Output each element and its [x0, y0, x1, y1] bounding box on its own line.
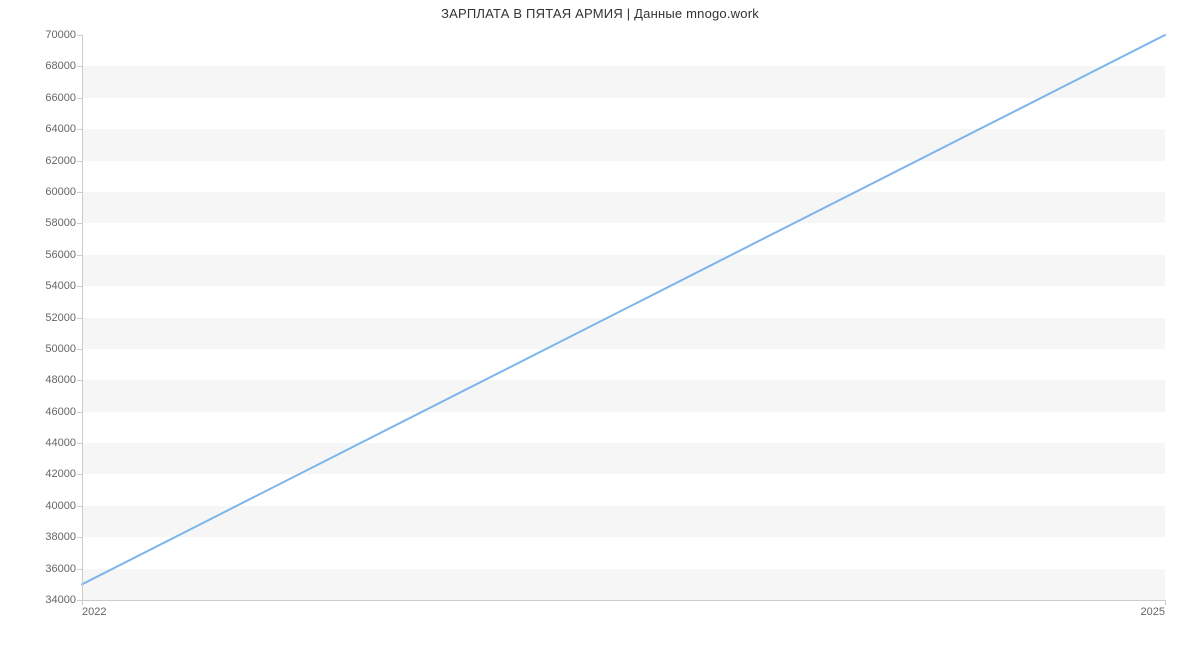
y-axis-tick-label: 64000	[45, 123, 76, 135]
chart-plot-area: 3400036000380004000042000440004600048000…	[82, 35, 1165, 600]
y-axis-tick-label: 58000	[45, 217, 76, 229]
y-axis-tick-label: 62000	[45, 155, 76, 167]
y-axis-tick-label: 68000	[45, 60, 76, 72]
y-axis-tick-label: 52000	[45, 312, 76, 324]
y-axis-tick-label: 60000	[45, 186, 76, 198]
y-axis-tick-label: 70000	[45, 29, 76, 41]
y-axis-tick-label: 44000	[45, 437, 76, 449]
y-axis-tick-label: 42000	[45, 468, 76, 480]
y-axis-tick-label: 38000	[45, 531, 76, 543]
chart-container: ЗАРПЛАТА В ПЯТАЯ АРМИЯ | Данные mnogo.wo…	[0, 0, 1200, 650]
chart-series-line	[82, 35, 1165, 584]
x-axis-tick-label: 2022	[82, 606, 106, 618]
y-axis-line	[82, 35, 83, 600]
x-axis-tick-mark	[1165, 600, 1166, 605]
y-axis-tick-label: 40000	[45, 500, 76, 512]
y-axis-tick-label: 34000	[45, 594, 76, 606]
y-axis-tick-label: 66000	[45, 92, 76, 104]
y-axis-tick-label: 36000	[45, 563, 76, 575]
y-axis-tick-label: 50000	[45, 343, 76, 355]
x-axis-line	[82, 600, 1165, 601]
chart-title: ЗАРПЛАТА В ПЯТАЯ АРМИЯ | Данные mnogo.wo…	[0, 6, 1200, 21]
y-axis-tick-label: 46000	[45, 406, 76, 418]
x-axis-tick-label: 2025	[1141, 606, 1165, 618]
y-axis-tick-label: 48000	[45, 374, 76, 386]
y-axis-tick-label: 54000	[45, 280, 76, 292]
y-axis-tick-label: 56000	[45, 249, 76, 261]
chart-line-layer	[82, 35, 1165, 600]
